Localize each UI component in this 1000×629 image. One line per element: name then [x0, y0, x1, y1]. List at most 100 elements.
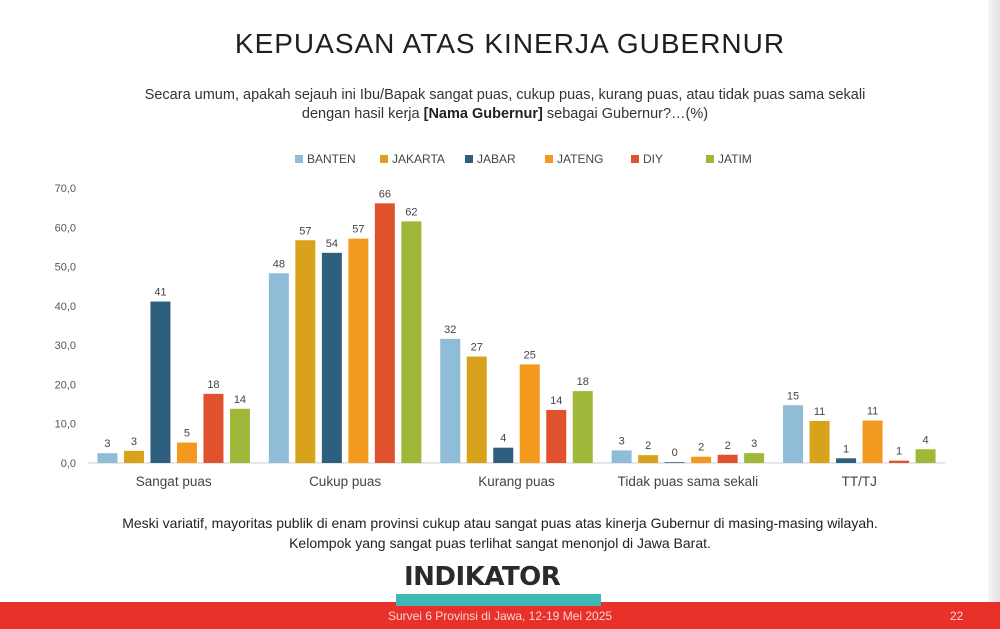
legend-swatch	[465, 155, 473, 163]
legend-swatch	[545, 155, 553, 163]
bar	[862, 420, 883, 463]
data-label: 41	[154, 287, 166, 299]
legend-label: BANTEN	[307, 152, 356, 166]
bar	[611, 450, 632, 463]
y-tick-label: 40,0	[55, 301, 76, 313]
bar	[97, 453, 118, 463]
bar	[348, 238, 369, 463]
note-line-1: Meski variatif, mayoritas publik di enam…	[122, 515, 878, 531]
category-label: Tidak puas sama sekali	[618, 474, 759, 489]
data-label: 27	[471, 342, 483, 354]
bar	[836, 458, 857, 463]
bar	[321, 252, 342, 463]
data-label: 1	[896, 446, 902, 458]
data-label: 18	[577, 376, 589, 388]
bar	[440, 338, 461, 463]
bar	[809, 420, 830, 463]
bar	[150, 301, 171, 463]
slide-edge	[988, 0, 1000, 629]
legend-label: JABAR	[477, 152, 516, 166]
data-label: 2	[645, 440, 651, 452]
legend-label: DIY	[643, 152, 663, 166]
legend-swatch	[295, 155, 303, 163]
bar	[691, 456, 712, 463]
data-label: 2	[725, 440, 731, 452]
data-label: 1	[843, 443, 849, 455]
legend-swatch	[706, 155, 714, 163]
footer-accent	[396, 594, 601, 606]
bar	[374, 203, 395, 464]
data-label: 0	[672, 447, 678, 459]
page-number: 22	[950, 609, 964, 623]
category-label: Kurang puas	[478, 474, 555, 489]
y-tick-label: 10,0	[55, 419, 76, 431]
question-bold: [Nama Gubernur]	[423, 106, 543, 122]
data-label: 32	[444, 324, 456, 336]
bar	[268, 273, 289, 463]
bar	[664, 462, 685, 463]
data-label: 57	[299, 225, 311, 237]
legend-swatch	[631, 155, 639, 163]
legend-label: JAKARTA	[392, 152, 445, 166]
y-tick-label: 60,0	[55, 222, 76, 234]
bar	[717, 454, 738, 463]
bar	[203, 393, 224, 463]
bar	[176, 442, 197, 463]
data-label: 2	[698, 442, 704, 454]
bar	[519, 364, 540, 463]
logo-text: INDIKATOR	[404, 562, 561, 592]
y-tick-label: 0,0	[61, 458, 76, 470]
data-label: 11	[867, 406, 878, 418]
footer-band	[0, 602, 1000, 629]
question-text-2: sebagai Gubernur?…(%)	[542, 106, 709, 122]
bar	[915, 449, 936, 463]
data-label: 4	[922, 434, 928, 446]
question-text-1: Secara umum, apakah sejauh ini Ibu/Bapak…	[144, 87, 866, 122]
data-label: 18	[207, 379, 219, 391]
bar	[744, 453, 765, 463]
y-tick-label: 70,0	[55, 183, 76, 195]
data-label: 15	[787, 390, 799, 402]
bar	[889, 460, 910, 463]
data-label: 66	[379, 188, 391, 200]
category-label: Sangat puas	[136, 474, 212, 489]
footer-text: Survei 6 Provinsi di Jawa, 12-19 Mei 202…	[387, 609, 613, 623]
bar	[466, 356, 487, 463]
data-label: 3	[104, 438, 110, 450]
data-label: 25	[524, 349, 536, 361]
data-label: 3	[619, 435, 625, 447]
category-label: Cukup puas	[309, 474, 381, 489]
chart-note: Meski variatif, mayoritas publik di enam…	[40, 513, 960, 553]
data-label: 57	[352, 224, 364, 236]
bar-chart: 0,0 10,0 20,0 30,0 40,0 50,0 60,0 70,0 BANTEN JAK…	[55, 152, 945, 489]
bar	[493, 447, 514, 463]
bar	[123, 450, 144, 463]
data-label: 48	[273, 258, 285, 270]
data-label: 14	[234, 394, 246, 406]
bar	[401, 221, 422, 463]
bar	[783, 405, 804, 463]
legend-label: JATENG	[557, 152, 603, 166]
legend-swatch	[380, 155, 388, 163]
data-label: 5	[184, 428, 190, 440]
category-label: TT/TJ	[842, 474, 877, 489]
y-tick-label: 50,0	[55, 262, 76, 274]
bar	[638, 455, 659, 463]
data-label: 11	[814, 406, 825, 418]
slide-title: KEPUASAN ATAS KINERJA GUBERNUR	[234, 28, 786, 59]
survey-question: Secara umum, apakah sejauh ini Ibu/Bapak…	[120, 86, 890, 124]
bar	[572, 391, 593, 463]
bar	[229, 408, 250, 463]
bar	[295, 240, 316, 463]
indikator-logo: INDIKATOR	[404, 560, 604, 600]
y-tick-label: 30,0	[55, 340, 76, 352]
data-label: 4	[500, 433, 506, 445]
data-label: 3	[751, 438, 757, 450]
data-label: 14	[550, 395, 562, 407]
note-line-2: Kelompok yang sangat puas terlihat sanga…	[289, 535, 711, 551]
data-label: 62	[405, 206, 417, 218]
y-tick-label: 20,0	[55, 379, 76, 391]
bar	[546, 409, 567, 463]
legend-label: JATIM	[718, 152, 752, 166]
data-label: 3	[131, 436, 137, 448]
